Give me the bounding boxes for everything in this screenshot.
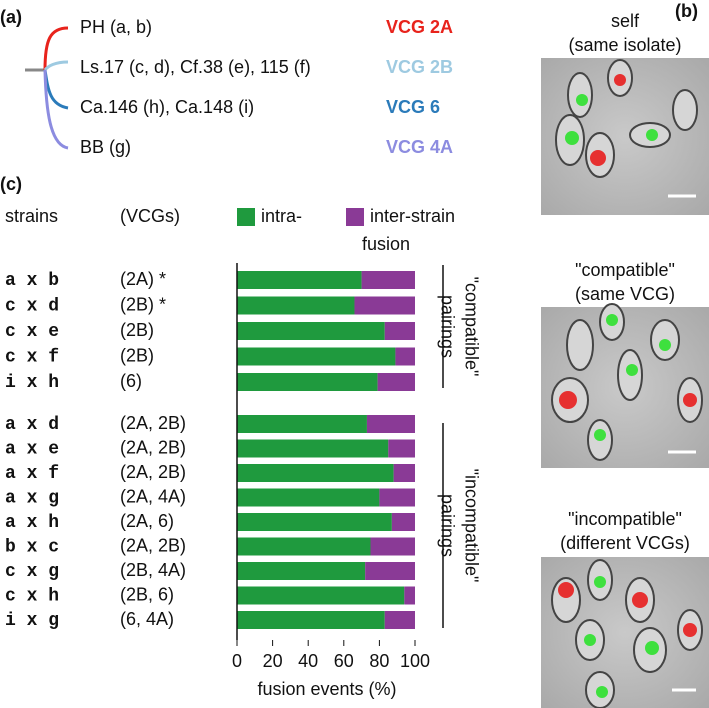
category-label: a x d xyxy=(5,415,59,435)
legend-title: fusion xyxy=(362,234,410,254)
header: (VCGs) xyxy=(120,206,180,226)
bar xyxy=(237,586,405,605)
category-label: c x h xyxy=(5,586,59,606)
vcg-label: (2A, 2B) xyxy=(120,413,186,433)
bar xyxy=(237,296,355,315)
category-label: a x h xyxy=(5,513,59,533)
bar xyxy=(391,513,415,531)
bar xyxy=(237,464,394,482)
vcg-label: (2B, 4A) xyxy=(120,560,186,580)
bar xyxy=(237,488,380,507)
bar xyxy=(237,513,392,531)
category-label: c x f xyxy=(5,347,59,367)
legend-label: intra- xyxy=(261,206,302,226)
vcg-label: (2A, 4A) xyxy=(120,486,186,506)
vcg-label: (2B) xyxy=(120,320,154,340)
x-tick-label: 100 xyxy=(400,651,430,671)
image-title: (same VCG) xyxy=(575,284,675,304)
vcg-label: (2A, 2B) xyxy=(120,462,186,482)
panel-label: (a) xyxy=(0,7,22,27)
bar xyxy=(354,296,415,315)
bar xyxy=(237,322,385,340)
category-label: c x e xyxy=(5,322,59,342)
group-label: "incompatible" xyxy=(461,469,481,583)
bar xyxy=(237,373,378,391)
bar xyxy=(237,439,389,458)
category-label: c x d xyxy=(5,296,59,316)
bar xyxy=(370,537,415,556)
image-title: self xyxy=(611,11,640,31)
category-label: i x g xyxy=(5,611,59,631)
vcg-label: (6) xyxy=(120,371,142,391)
bar xyxy=(384,322,415,340)
vcg-label: (2B) xyxy=(120,345,154,365)
isolate-label: Ls.17 (c, d), Cf.38 (e), 115 (f) xyxy=(80,57,311,77)
vcg-label: VCG 4A xyxy=(386,137,453,157)
category-label: a x b xyxy=(5,271,59,291)
category-label: a x f xyxy=(5,464,59,484)
legend-label: inter-strain xyxy=(370,206,455,226)
x-tick-label: 40 xyxy=(298,651,318,671)
category-label: b x c xyxy=(5,537,59,557)
image-title: (different VCGs) xyxy=(560,533,690,553)
bar xyxy=(237,271,362,289)
x-tick-label: 0 xyxy=(232,651,242,671)
bar xyxy=(365,562,415,580)
header: strains xyxy=(5,206,58,226)
vcg-label: (2B) * xyxy=(120,294,166,314)
image-title: "incompatible" xyxy=(568,509,682,529)
vcg-label: (6, 4A) xyxy=(120,609,174,629)
legend-swatch xyxy=(346,208,364,226)
vcg-label: (2A, 2B) xyxy=(120,437,186,457)
vcg-label: VCG 2B xyxy=(386,57,453,77)
bar xyxy=(237,611,385,629)
panel-label: (b) xyxy=(675,1,698,21)
bar xyxy=(237,537,371,556)
x-tick-label: 80 xyxy=(369,651,389,671)
micrographs xyxy=(541,58,709,708)
panel-label: (c) xyxy=(0,174,22,194)
category-label: c x g xyxy=(5,562,59,582)
image-title: "compatible" xyxy=(575,260,675,280)
bar xyxy=(361,271,415,289)
vcg-label: (2B, 6) xyxy=(120,584,174,604)
x-tick-label: 60 xyxy=(334,651,354,671)
tree xyxy=(25,26,69,150)
isolate-label: Ca.146 (h), Ca.148 (i) xyxy=(80,97,254,117)
bar xyxy=(237,347,396,366)
bar xyxy=(237,562,366,580)
x-tick-label: 20 xyxy=(263,651,283,671)
bar xyxy=(404,586,415,605)
bar xyxy=(395,347,415,366)
group-label: pairings xyxy=(437,295,457,358)
isolate-label: PH (a, b) xyxy=(80,17,152,37)
vcg-label: VCG 6 xyxy=(386,97,440,117)
bar xyxy=(393,464,415,482)
group-label: "compatible" xyxy=(461,277,481,377)
bar xyxy=(237,415,367,433)
vcg-label: (2A, 6) xyxy=(120,511,174,531)
bar xyxy=(388,439,415,458)
vcg-label: (2A, 2B) xyxy=(120,535,186,555)
group-label: pairings xyxy=(437,494,457,557)
bar xyxy=(384,611,415,629)
category-label: a x e xyxy=(5,439,59,459)
category-label: i x h xyxy=(5,373,59,393)
isolate-label: BB (g) xyxy=(80,137,131,157)
category-label: a x g xyxy=(5,488,59,508)
bar xyxy=(377,373,415,391)
bar xyxy=(366,415,415,433)
bar xyxy=(379,488,415,507)
vcg-label: VCG 2A xyxy=(386,17,453,37)
x-axis-title: fusion events (%) xyxy=(257,679,396,699)
vcg-label: (2A) * xyxy=(120,269,166,289)
legend-swatch xyxy=(237,208,255,226)
image-title: (same isolate) xyxy=(568,35,681,55)
